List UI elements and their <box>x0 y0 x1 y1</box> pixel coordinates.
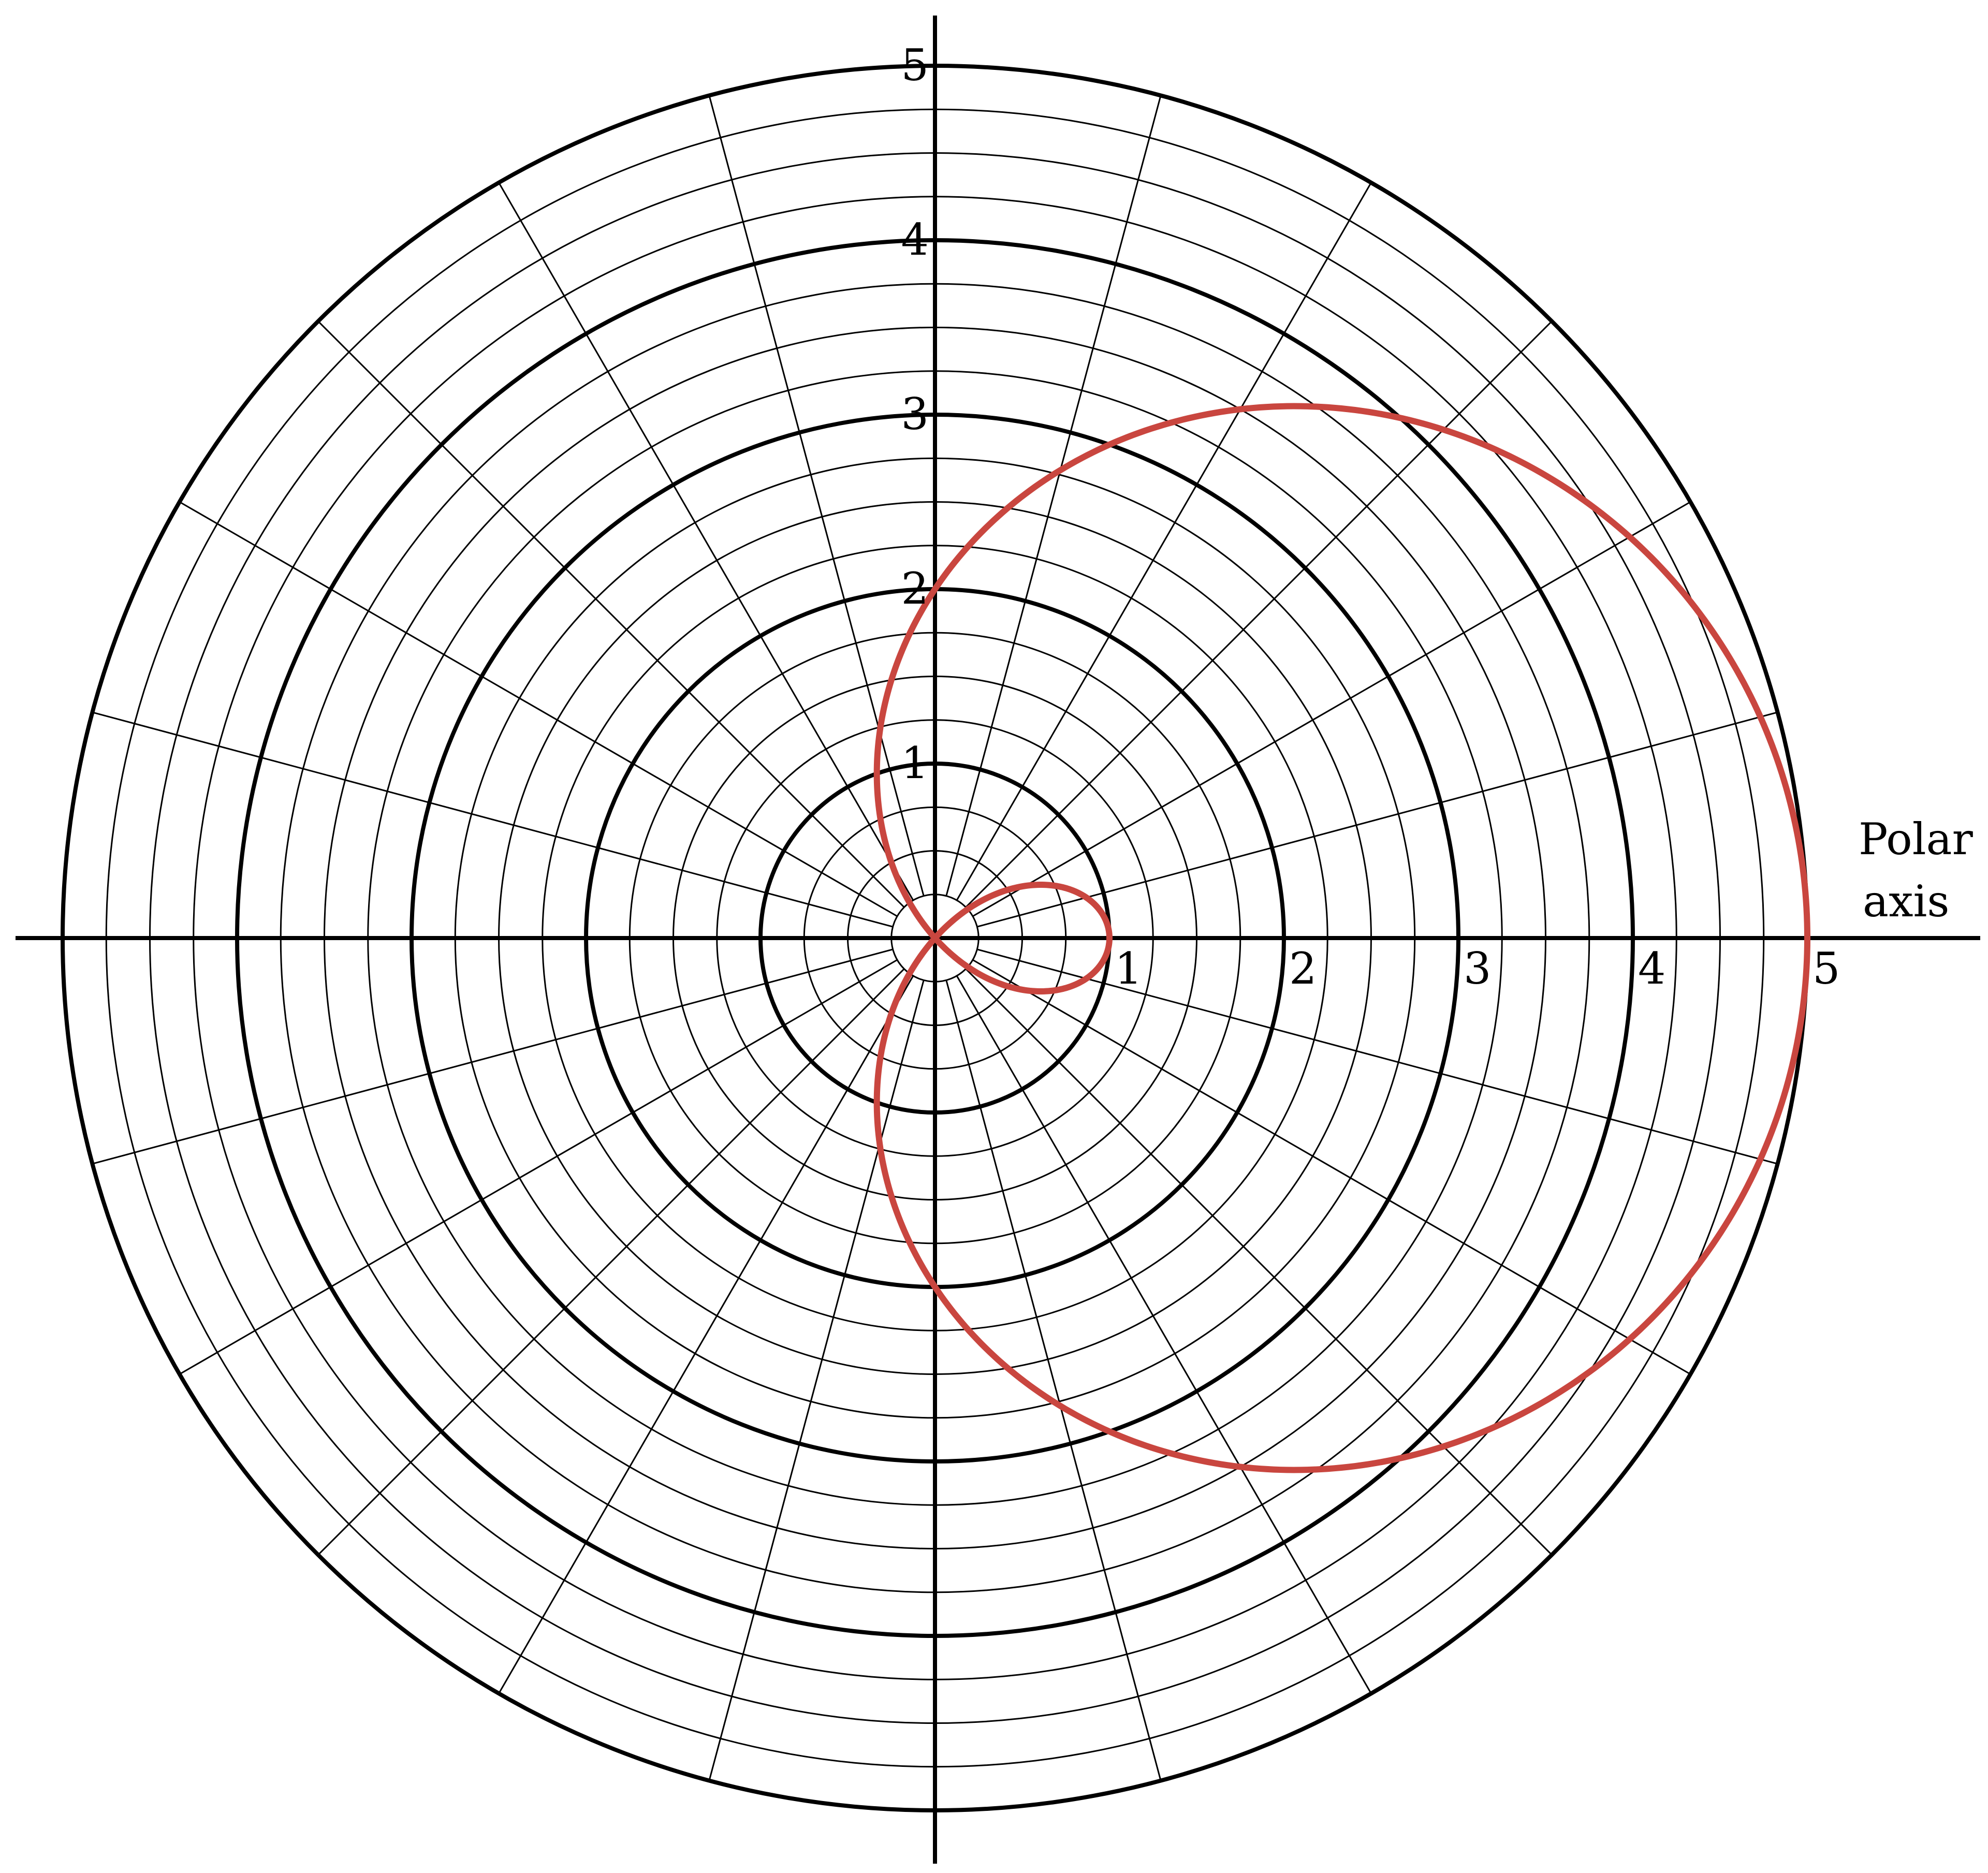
horizontal-tick-label: 5 <box>1812 943 1840 994</box>
angular-spoke <box>498 975 914 1694</box>
angular-spoke <box>965 968 1553 1556</box>
horizontal-tick-label: 4 <box>1638 943 1665 994</box>
horizontal-tick-label: 2 <box>1289 943 1317 994</box>
angular-spoke <box>317 968 905 1556</box>
angular-spoke <box>92 711 894 928</box>
angular-spoke <box>317 320 905 908</box>
angular-spoke <box>972 501 1691 917</box>
axis-title-line-1: Polar <box>1859 814 1974 865</box>
angular-spoke <box>708 95 925 897</box>
horizontal-tick-label: 3 <box>1464 943 1491 994</box>
horizontal-tick-label: 1 <box>1115 943 1142 994</box>
angular-spokes <box>92 95 1778 1781</box>
vertical-tick-label: 1 <box>901 738 929 788</box>
limacon-curve <box>873 403 1810 1473</box>
angular-spoke <box>956 975 1372 1694</box>
angular-spoke <box>976 711 1778 928</box>
angular-spoke <box>965 320 1553 908</box>
angular-spoke <box>956 182 1372 901</box>
axis-title-line-2: axis <box>1863 876 1949 927</box>
angular-spoke <box>498 182 914 901</box>
angular-spoke <box>179 501 898 917</box>
vertical-tick-label: 3 <box>901 389 929 440</box>
curve-layer <box>873 403 1810 1473</box>
angular-spoke <box>92 948 894 1165</box>
angular-spoke <box>179 959 898 1375</box>
angular-spoke <box>945 95 1162 897</box>
vertical-tick-label: 2 <box>901 563 929 614</box>
angular-spoke <box>972 959 1691 1375</box>
vertical-tick-label: 5 <box>901 40 929 91</box>
angular-spoke <box>976 948 1778 1165</box>
angular-spoke <box>945 979 1162 1781</box>
vertical-tick-label: 4 <box>901 214 929 265</box>
tick-labels: 1 2 3 4 5 1 2 3 4 5 <box>901 40 1840 994</box>
angular-spoke <box>708 979 925 1781</box>
axis-title: Polar axis <box>1859 814 1974 927</box>
